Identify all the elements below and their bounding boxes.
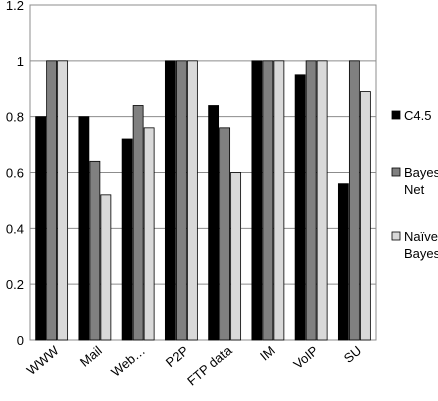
bar-bayes-net <box>46 60 58 341</box>
bar-bayes-net <box>219 127 231 341</box>
y-tick-label: 1.2 <box>6 0 24 13</box>
bar-na-ve-bayes <box>316 60 328 341</box>
bars <box>35 60 371 341</box>
legend: C4.5 Bayes Net Naïve Bayes <box>391 108 438 261</box>
y-tick-label: 1 <box>17 54 24 69</box>
bar-c4-5 <box>208 105 220 341</box>
bar-bayes-net <box>132 105 144 341</box>
y-axis-ticks: 0 0.2 0.4 0.6 0.8 1 1.2 <box>6 0 24 348</box>
y-tick-label: 0.4 <box>6 221 24 236</box>
bar-na-ve-bayes <box>57 60 69 341</box>
x-tick-label: WWW <box>24 342 62 378</box>
bar-c4-5 <box>294 74 306 341</box>
bar-c4-5 <box>337 183 349 341</box>
x-tick-label: FTP data <box>184 342 235 388</box>
x-tick-label: P2P <box>163 343 191 370</box>
bar-c4-5 <box>35 116 47 341</box>
bar-c4-5 <box>121 138 133 341</box>
legend-swatch <box>391 167 401 177</box>
x-tick-label: Mail <box>77 343 105 370</box>
bar-c4-5 <box>251 60 263 341</box>
bar-na-ve-bayes <box>143 127 155 341</box>
x-tick-label: SU <box>341 343 364 366</box>
y-tick-label: 0 <box>17 333 24 348</box>
x-tick-label: VoIP <box>290 343 321 372</box>
legend-swatch <box>391 110 401 120</box>
legend-label: Bayes <box>404 165 438 180</box>
legend-label: C4.5 <box>404 108 431 123</box>
y-tick-label: 0.8 <box>6 110 24 125</box>
bar-na-ve-bayes <box>230 172 242 341</box>
bar-bayes-net <box>305 60 317 341</box>
bar-na-ve-bayes <box>359 91 371 341</box>
bar-bayes-net <box>348 60 360 341</box>
legend-label: Naïve <box>404 229 438 244</box>
bar-bayes-net <box>175 60 187 341</box>
bar-bayes-net <box>89 160 101 341</box>
bar-c4-5 <box>78 116 90 341</box>
bar-na-ve-bayes <box>100 194 112 341</box>
x-tick-label: Web… <box>108 343 148 380</box>
legend-swatch <box>391 231 401 241</box>
bar-na-ve-bayes <box>273 60 285 341</box>
bar-bayes-net <box>262 60 274 341</box>
bar-na-ve-bayes <box>186 60 198 341</box>
y-tick-label: 0.2 <box>6 277 24 292</box>
bar-c4-5 <box>164 60 176 341</box>
y-tick-label: 0.6 <box>6 166 24 181</box>
legend-label: Net <box>404 182 425 197</box>
legend-label: Bayes <box>404 246 438 261</box>
x-tick-label: IM <box>257 343 278 364</box>
